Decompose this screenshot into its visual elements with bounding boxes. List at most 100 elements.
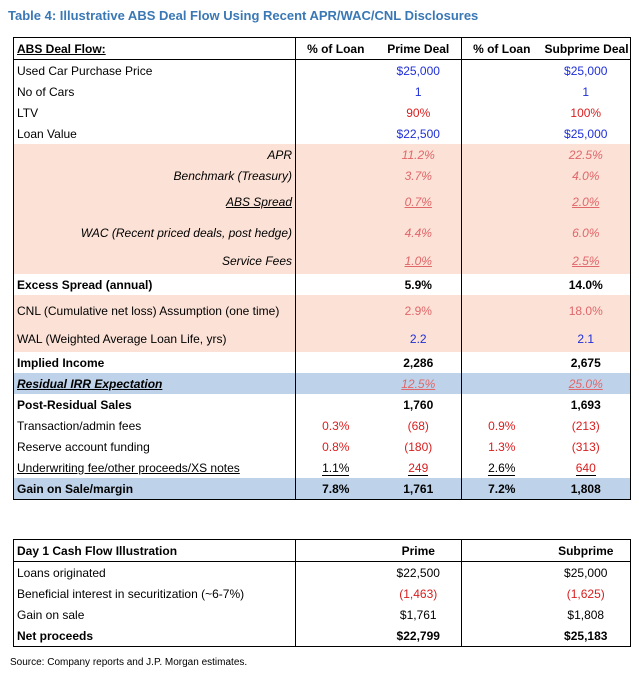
header-subprime: Subprime <box>541 539 631 562</box>
cell <box>462 604 542 625</box>
table-row-reserve-funding: Reserve account funding 0.8% (180) 1.3% … <box>13 436 631 457</box>
cell <box>462 60 542 82</box>
subprime-value: 1,693 <box>541 394 631 415</box>
prime-value: 2.9% <box>375 295 462 326</box>
row-label: Net proceeds <box>13 625 296 647</box>
subprime-value: 25.0% <box>541 373 631 394</box>
prime-value: 3.7% <box>375 165 462 186</box>
prime-value: $22,500 <box>375 561 462 583</box>
subprime-value: (213) <box>541 415 631 436</box>
cell <box>461 186 542 217</box>
row-label: ABS Spread <box>13 186 296 217</box>
table-row-wal: WAL (Weighted Average Loan Life, yrs) 2.… <box>13 326 631 352</box>
cell <box>461 373 542 394</box>
row-label: WAC (Recent priced deals, post hedge) <box>13 217 296 248</box>
row-label: Excess Spread (annual) <box>13 274 296 295</box>
table-row-benchmark: Benchmark (Treasury) 3.7% 4.0% <box>13 165 631 186</box>
subprime-pct: 1.3% <box>488 439 516 454</box>
header-label: Day 1 Cash Flow Illustration <box>13 539 296 562</box>
subprime-value: $25,000 <box>541 123 631 144</box>
cell <box>461 144 542 165</box>
source-note: Source: Company reports and J.P. Morgan … <box>10 657 248 668</box>
prime-value: $1,761 <box>375 604 462 625</box>
row-label: APR <box>13 144 296 165</box>
prime-pct: 1.1% <box>322 460 350 476</box>
prime-value: 2,286 <box>375 352 462 373</box>
subprime-value: 4.0% <box>541 165 631 186</box>
row-label: Implied Income <box>13 352 296 373</box>
subprime-value: 1,808 <box>541 478 631 500</box>
cell <box>461 295 542 326</box>
row-label: Loan Value <box>13 123 296 144</box>
cell <box>461 217 542 248</box>
table-row-gain-on-sale: Gain on sale $1,761 $1,808 <box>13 604 631 625</box>
abs-deal-flow-table: ABS Deal Flow: % of Loan Prime Deal % of… <box>13 37 631 500</box>
cell <box>295 186 376 217</box>
cell <box>296 81 376 102</box>
header-subprime-deal: Subprime Deal <box>541 37 631 60</box>
cell <box>295 217 376 248</box>
cell <box>296 60 376 82</box>
cell <box>462 394 542 415</box>
cell <box>296 604 376 625</box>
subprime-value: 1 <box>541 81 631 102</box>
cell <box>295 295 376 326</box>
table-row-used-car-price: Used Car Purchase Price $25,000 $25,000 <box>13 59 631 82</box>
cell <box>295 373 376 394</box>
row-label: Post-Residual Sales <box>13 394 296 415</box>
cell <box>462 583 542 604</box>
row-label: LTV <box>13 102 296 123</box>
cell <box>296 352 376 373</box>
subprime-value: 6.0% <box>541 217 631 248</box>
prime-value: 4.4% <box>375 217 462 248</box>
prime-value: 5.9% <box>375 274 462 295</box>
prime-value: (180) <box>375 436 462 457</box>
prime-value: (68) <box>375 415 462 436</box>
prime-pct: 0.3% <box>322 418 350 433</box>
cell <box>461 326 542 352</box>
header-pct-loan-subprime: % of Loan <box>461 37 542 60</box>
subprime-value: $25,183 <box>541 625 631 647</box>
subprime-pct: 0.9% <box>488 418 516 433</box>
row-label: Benchmark (Treasury) <box>13 165 296 186</box>
table-row-underwriting: Underwriting fee/other proceeds/XS notes… <box>13 457 631 478</box>
subprime-value: 2.0% <box>541 186 631 217</box>
table-row-ltv: LTV 90% 100% <box>13 102 631 123</box>
table-row-beneficial-interest: Beneficial interest in securitization (~… <box>13 583 631 604</box>
subprime-pct-cell: 2.6% <box>462 457 542 478</box>
cell <box>296 102 376 123</box>
subprime-value-cell: 640 <box>541 457 631 478</box>
subprime-value: $1,808 <box>541 604 631 625</box>
table-row-net-proceeds: Net proceeds $22,799 $25,183 <box>13 625 631 647</box>
subprime-value: 2.1 <box>541 326 631 352</box>
prime-value: 1 <box>375 81 462 102</box>
subprime-value: $25,000 <box>541 59 631 81</box>
subprime-value: 22.5% <box>541 144 631 165</box>
header-label: ABS Deal Flow: <box>13 37 296 60</box>
subprime-value: 18.0% <box>541 295 631 326</box>
row-label: Loans originated <box>13 561 296 583</box>
cell <box>462 562 542 584</box>
table-row-no-of-cars: No of Cars 1 1 <box>13 81 631 102</box>
row-label: Transaction/admin fees <box>13 415 296 436</box>
prime-value: $22,799 <box>375 625 462 647</box>
row-label: CNL (Cumulative net loss) Assumption (on… <box>13 295 296 326</box>
table-row-post-residual: Post-Residual Sales 1,760 1,693 <box>13 394 631 415</box>
cell <box>295 539 376 562</box>
subprime-value: 2,675 <box>541 352 631 373</box>
table-row-cnl: CNL (Cumulative net loss) Assumption (on… <box>13 295 631 326</box>
table-header-row: Day 1 Cash Flow Illustration Prime Subpr… <box>13 539 631 562</box>
prime-value: 11.2% <box>375 144 462 165</box>
cell <box>461 248 542 274</box>
row-label: Residual IRR Expectation <box>13 373 296 394</box>
subprime-pct: 2.6% <box>488 460 516 476</box>
prime-value: 1,761 <box>375 478 462 500</box>
row-label: Service Fees <box>13 248 296 274</box>
cell <box>461 625 542 647</box>
prime-pct: 0.8% <box>322 439 350 454</box>
prime-value: 0.7% <box>375 186 462 217</box>
cell <box>461 165 542 186</box>
table-row-transaction-fees: Transaction/admin fees 0.3% (68) 0.9% (2… <box>13 415 631 436</box>
row-label: Gain on Sale/margin <box>13 478 296 500</box>
table-title: Table 4: Illustrative ABS Deal Flow Usin… <box>8 8 479 23</box>
